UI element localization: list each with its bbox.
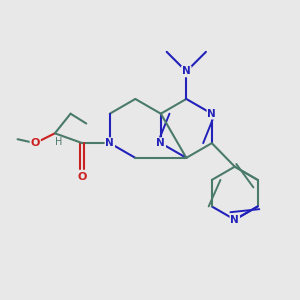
Text: N: N <box>207 109 216 119</box>
Text: O: O <box>31 138 40 148</box>
Text: N: N <box>105 138 114 148</box>
Text: N: N <box>156 138 165 148</box>
Text: N: N <box>182 67 191 76</box>
Text: N: N <box>230 215 239 225</box>
Text: H: H <box>55 137 62 147</box>
Text: O: O <box>78 172 87 182</box>
